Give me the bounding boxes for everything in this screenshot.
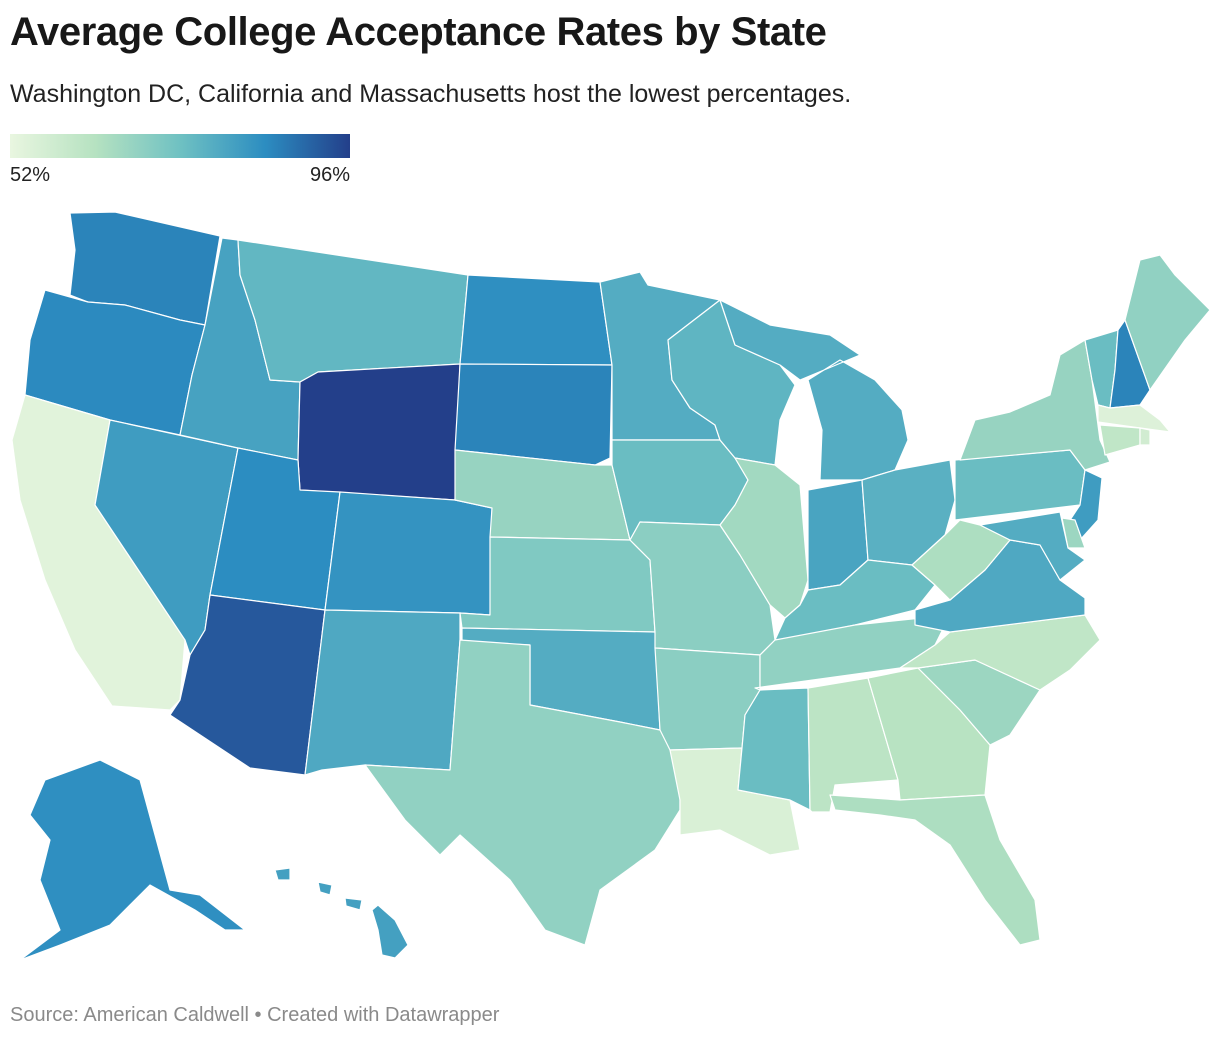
state-michigan [719, 299, 909, 481]
us-choropleth-map [11, 211, 1211, 961]
state-massachusetts [1097, 404, 1171, 433]
legend-min-label: 52% [10, 164, 51, 186]
color-legend: 52% 96% [10, 134, 350, 188]
state-texas [364, 639, 681, 946]
state-alaska [19, 759, 246, 961]
state-florida [829, 794, 1041, 946]
state-maine [1124, 254, 1211, 391]
state-montana [237, 239, 469, 383]
state-colorado [324, 491, 493, 616]
state-illinois [719, 457, 809, 619]
states-layer [11, 211, 1211, 961]
state-north-dakota [459, 274, 613, 366]
source-credit: Source: American Caldwell • Created with… [10, 1004, 500, 1026]
state-maryland [979, 511, 1086, 581]
state-wyoming [297, 363, 461, 501]
legend-gradient-bar [10, 134, 350, 158]
state-rhode-island [1139, 427, 1151, 446]
state-pennsylvania [954, 449, 1086, 521]
state-new-york [959, 339, 1111, 471]
legend-max-label: 96% [309, 164, 350, 186]
state-mississippi [737, 687, 811, 811]
state-hawaii [274, 867, 409, 959]
state-north-carolina [899, 614, 1101, 691]
state-connecticut [1099, 424, 1141, 456]
chart-title: Average College Acceptance Rates by Stat… [10, 10, 827, 54]
state-new-mexico [304, 609, 461, 776]
chart-subtitle: Washington DC, California and Massachuse… [10, 80, 852, 108]
state-south-dakota [454, 363, 613, 466]
state-kentucky [774, 559, 936, 641]
